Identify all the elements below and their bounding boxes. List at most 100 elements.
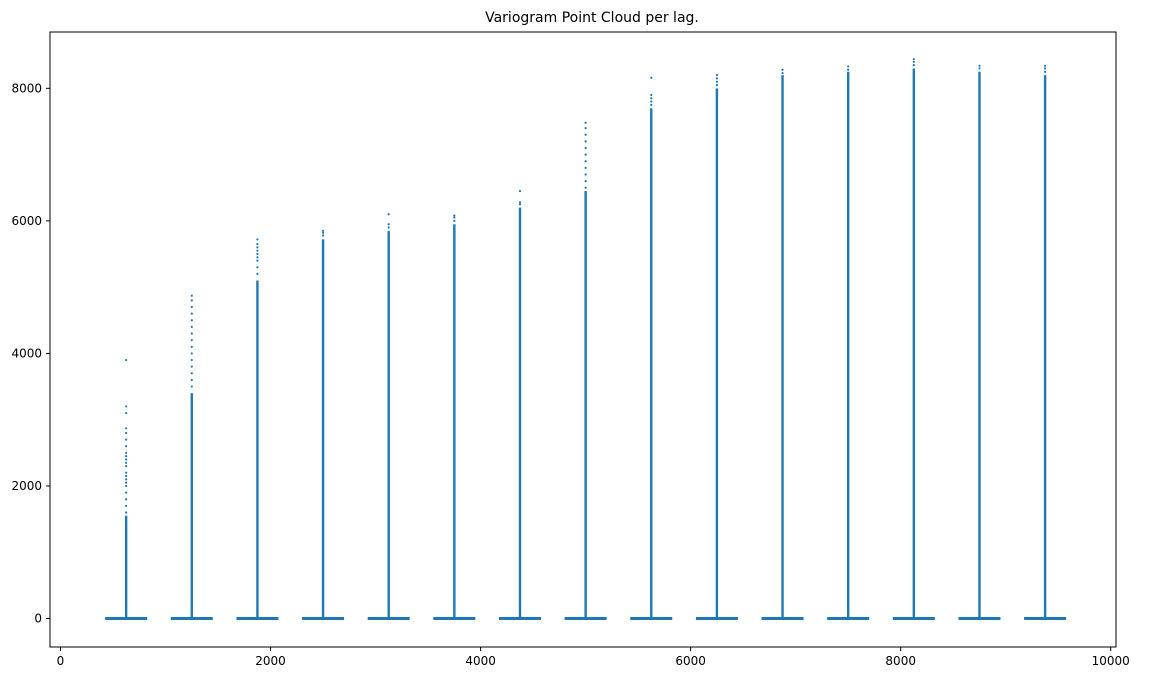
data-marks [105, 58, 1067, 621]
lag-bin-point [256, 266, 259, 269]
lag-bin-4 [302, 229, 345, 621]
x-tick-label: 10000 [1092, 654, 1130, 668]
lag-bin-point [650, 100, 653, 103]
lag-bin-point [387, 223, 390, 226]
lag-bin-point [190, 339, 193, 342]
lag-bin-point [321, 234, 325, 237]
lag-bin-point [190, 299, 193, 302]
lag-bin-point [847, 68, 850, 71]
lag-bin-point [1044, 67, 1047, 70]
lag-bin-point [650, 93, 653, 97]
lag-bin-point [256, 238, 259, 241]
lag-bin-point [125, 431, 128, 435]
lag-bin-2 [170, 294, 213, 621]
lag-bin-point [125, 405, 128, 408]
lag-bin-point [125, 478, 128, 481]
lag-bin-point [978, 64, 981, 67]
lag-bin-point [650, 97, 653, 100]
lag-bin-point [190, 332, 193, 335]
lag-bin-point [584, 126, 587, 130]
lag-bin-point [190, 312, 193, 315]
lag-bin-13 [892, 58, 935, 621]
lag-bin-point [715, 83, 719, 87]
x-tick-label: 2000 [255, 654, 286, 668]
lag-bin-point [125, 445, 128, 448]
lag-bin-point [190, 372, 193, 375]
lag-bin-point [1044, 70, 1047, 73]
lag-bin-point [584, 146, 587, 150]
lag-bin-point [912, 58, 915, 61]
y-tick-label: 0 [34, 612, 42, 626]
lag-bin-point [584, 180, 587, 183]
lag-bin-point [781, 68, 784, 71]
lag-bin-point [190, 305, 193, 309]
lag-bin-point [256, 246, 259, 249]
lag-bin-point [650, 76, 653, 79]
lag-bin-point [650, 103, 653, 106]
lag-bin-point [715, 80, 719, 83]
lag-bin-point [453, 216, 456, 219]
lag-bin-point [387, 226, 390, 229]
lag-bin-point [453, 214, 456, 217]
lag-bin-point [256, 259, 259, 262]
lag-bin-point [256, 272, 259, 275]
lag-bin-point [125, 358, 128, 362]
lag-bin-point [125, 438, 128, 441]
lag-bin-point [125, 484, 128, 488]
x-tick-label: 6000 [675, 654, 706, 668]
lag-bin-point [781, 71, 784, 75]
lag-bin-15 [1024, 64, 1067, 621]
lag-bin-5 [367, 213, 410, 621]
lag-bin-point [518, 201, 522, 204]
lag-bin-point [584, 186, 587, 189]
x-tick-label: 4000 [465, 654, 496, 668]
lag-bin-12 [827, 65, 870, 621]
y-tick-label: 4000 [11, 346, 42, 360]
lag-bin-14 [958, 64, 1001, 621]
y-tick-label: 6000 [11, 214, 42, 228]
lag-bin-point [125, 461, 128, 464]
lag-bin-9 [630, 76, 673, 621]
lag-bin-point [584, 133, 587, 136]
lag-bin-point [453, 219, 456, 222]
lag-bin-point [584, 173, 587, 176]
lag-bin-10 [695, 73, 738, 621]
lag-bin-point [256, 256, 259, 259]
lag-bin-point [1044, 64, 1047, 67]
lag-bin-point [584, 140, 587, 143]
lag-bin-point [387, 213, 390, 216]
lag-bin-1 [105, 358, 148, 621]
lag-bin-point [256, 249, 259, 252]
lag-bin-point [125, 455, 128, 458]
x-tick-label: 8000 [885, 654, 916, 668]
lag-bin-point [584, 121, 587, 124]
x-axis: 0 2000 4000 6000 8000 10000 [57, 647, 1130, 668]
lag-bin-point [190, 358, 193, 362]
lag-bin-3 [236, 238, 279, 621]
lag-bin-point [190, 385, 193, 388]
lag-bin-point [256, 252, 259, 256]
lag-bin-6 [433, 214, 476, 621]
lag-bin-point [912, 60, 915, 63]
x-tick-label: 0 [57, 654, 65, 668]
lag-bin-point [125, 451, 128, 454]
lag-bin-7 [498, 189, 541, 621]
y-tick-label: 2000 [11, 479, 42, 493]
lag-bin-point [715, 73, 719, 77]
y-tick-label: 8000 [11, 81, 42, 95]
lag-bin-point [190, 352, 193, 355]
lag-bin-point [125, 481, 128, 484]
y-axis: 0 2000 4000 6000 8000 [11, 81, 50, 626]
lag-bin-point [125, 491, 128, 494]
lag-bin-11 [761, 68, 804, 621]
lag-bin-point [125, 458, 128, 461]
lag-bin-point [847, 65, 850, 68]
lag-bin-point [125, 504, 128, 507]
lag-bin-point [190, 325, 193, 329]
lag-bin-point [190, 378, 193, 382]
plot-frame [49, 31, 1117, 648]
lag-bin-point [190, 319, 193, 322]
lag-bin-point [125, 464, 128, 468]
lag-bin-point [125, 411, 128, 415]
